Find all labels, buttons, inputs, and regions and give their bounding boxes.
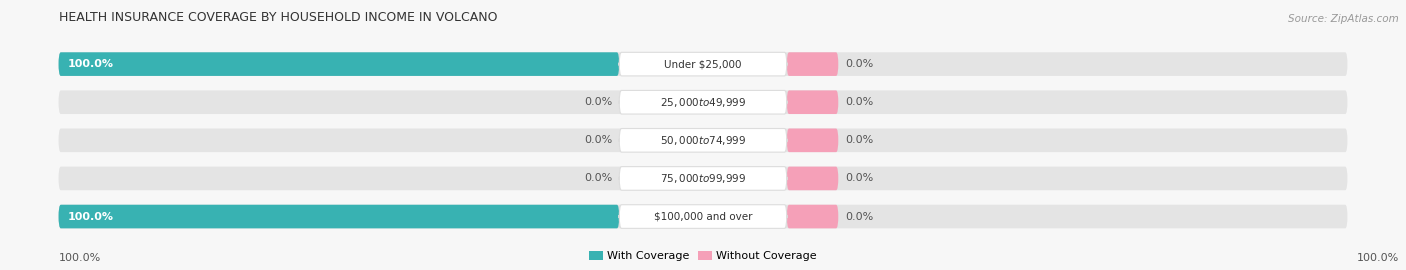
FancyBboxPatch shape	[787, 90, 838, 114]
Text: 0.0%: 0.0%	[845, 173, 873, 183]
FancyBboxPatch shape	[619, 167, 787, 190]
FancyBboxPatch shape	[59, 52, 1347, 76]
FancyBboxPatch shape	[619, 52, 787, 76]
FancyBboxPatch shape	[787, 52, 838, 76]
FancyBboxPatch shape	[787, 129, 838, 152]
FancyBboxPatch shape	[59, 129, 1347, 152]
FancyBboxPatch shape	[787, 205, 838, 228]
Text: HEALTH INSURANCE COVERAGE BY HOUSEHOLD INCOME IN VOLCANO: HEALTH INSURANCE COVERAGE BY HOUSEHOLD I…	[59, 11, 496, 24]
Text: 0.0%: 0.0%	[585, 135, 613, 145]
Text: 100.0%: 100.0%	[67, 212, 114, 222]
Text: 100.0%: 100.0%	[59, 253, 101, 263]
Legend: With Coverage, Without Coverage: With Coverage, Without Coverage	[589, 251, 817, 261]
Text: 0.0%: 0.0%	[585, 97, 613, 107]
Text: 0.0%: 0.0%	[845, 59, 873, 69]
Text: Under $25,000: Under $25,000	[664, 59, 742, 69]
Text: 0.0%: 0.0%	[845, 212, 873, 222]
Text: $50,000 to $74,999: $50,000 to $74,999	[659, 134, 747, 147]
FancyBboxPatch shape	[619, 129, 787, 152]
FancyBboxPatch shape	[619, 90, 787, 114]
FancyBboxPatch shape	[59, 205, 1347, 228]
FancyBboxPatch shape	[59, 167, 1347, 190]
Text: 100.0%: 100.0%	[67, 59, 114, 69]
FancyBboxPatch shape	[619, 205, 787, 228]
Text: 0.0%: 0.0%	[585, 173, 613, 183]
FancyBboxPatch shape	[59, 205, 619, 228]
FancyBboxPatch shape	[787, 167, 838, 190]
Text: $25,000 to $49,999: $25,000 to $49,999	[659, 96, 747, 109]
Text: $75,000 to $99,999: $75,000 to $99,999	[659, 172, 747, 185]
Text: Source: ZipAtlas.com: Source: ZipAtlas.com	[1288, 14, 1399, 24]
Text: 0.0%: 0.0%	[845, 135, 873, 145]
Text: $100,000 and over: $100,000 and over	[654, 212, 752, 222]
FancyBboxPatch shape	[59, 90, 1347, 114]
Text: 100.0%: 100.0%	[1357, 253, 1399, 263]
Text: 0.0%: 0.0%	[845, 97, 873, 107]
FancyBboxPatch shape	[59, 52, 619, 76]
